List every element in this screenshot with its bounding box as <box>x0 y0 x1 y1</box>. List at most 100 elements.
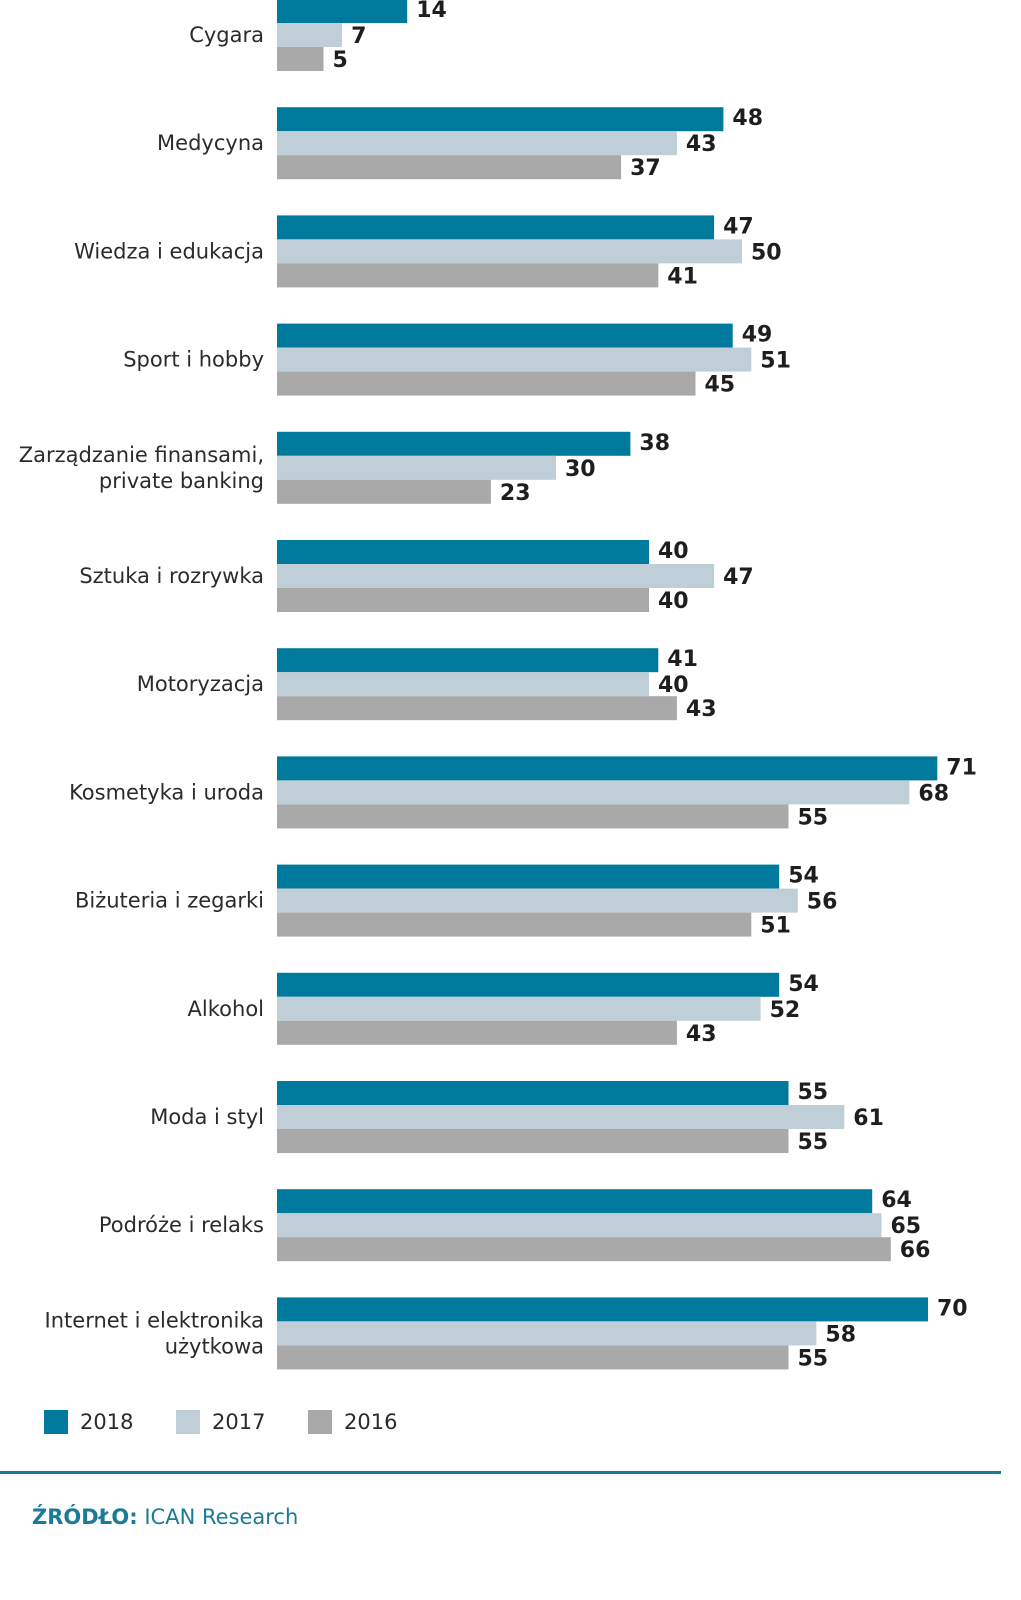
category-label: Biżuteria i zegarki <box>75 889 264 913</box>
bar-2016 <box>277 1237 891 1262</box>
divider-line <box>0 1471 1001 1474</box>
legend-swatch-2017 <box>176 1410 200 1434</box>
bar-2018 <box>277 756 938 781</box>
value-label-2016: 45 <box>705 373 736 398</box>
bar-2018 <box>277 323 733 348</box>
value-label-2016: 43 <box>686 1022 717 1047</box>
value-label-2018: 71 <box>946 755 977 780</box>
bar-2017 <box>277 455 556 480</box>
category-label: Zarządzanie finansami, <box>19 443 264 467</box>
bar-2017 <box>277 1213 882 1238</box>
bar-2017 <box>277 23 343 47</box>
bar-group: Cygara 14 75 <box>189 0 447 73</box>
value-label-2017: 50 <box>751 240 782 265</box>
value-label-2017: 40 <box>658 673 689 698</box>
value-label-2016: 51 <box>760 914 791 939</box>
category-label: Moda i styl <box>150 1105 264 1129</box>
bar-2016 <box>277 912 752 937</box>
legend-item-2018: 2018 <box>44 1410 176 1434</box>
value-label-2017: 61 <box>853 1106 884 1131</box>
legend-label-2017: 2017 <box>212 1410 266 1434</box>
value-label-2018: 47 <box>723 214 754 239</box>
value-label-2017: 7 <box>351 24 366 49</box>
value-label-2017: 51 <box>760 349 791 374</box>
value-label-2018: 64 <box>881 1188 912 1213</box>
bar-2017 <box>277 888 798 913</box>
bar-2016 <box>277 155 622 180</box>
legend-item-2017: 2017 <box>176 1410 308 1434</box>
category-label: użytkowa <box>165 1334 264 1358</box>
bar-group: Zarządzanie finansami,private banking 38 3… <box>19 431 670 506</box>
value-label-2018: 48 <box>732 106 763 131</box>
bar-2017 <box>277 347 752 372</box>
bar-2018 <box>277 972 780 997</box>
bar-2018 <box>277 864 780 889</box>
value-label-2018: 38 <box>639 431 670 456</box>
category-label: Medycyna <box>157 131 264 155</box>
value-label-2016: 5 <box>333 48 348 73</box>
bar-2017 <box>277 131 677 156</box>
bar-2016 <box>277 1345 789 1370</box>
value-label-2018: 70 <box>937 1296 968 1321</box>
value-label-2016: 40 <box>658 589 689 614</box>
source-prefix: ŹRÓDŁO: <box>32 1505 138 1529</box>
bar-2018 <box>277 648 659 673</box>
category-label: Alkohol <box>188 997 264 1021</box>
bar-2018 <box>277 107 724 132</box>
bar-2018 <box>277 540 649 564</box>
value-label-2018: 54 <box>788 864 819 889</box>
category-label: Internet i elektronika <box>45 1308 264 1332</box>
bar-2018 <box>277 1081 789 1105</box>
bar-2018 <box>277 1189 873 1214</box>
value-label-2018: 54 <box>788 972 819 997</box>
bar-2016 <box>277 804 789 829</box>
bar-chart: Cygara 14 75 Medycyna 48 43 37 Wiedza i edukacj… <box>19 0 977 1371</box>
value-label-2016: 55 <box>798 1346 829 1371</box>
category-label: private banking <box>99 469 264 493</box>
bar-2018 <box>277 431 631 456</box>
bar-2017 <box>277 239 742 264</box>
bar-group: Sztuka i rozrywka 40 47 40 <box>79 539 753 614</box>
bar-2016 <box>277 263 659 288</box>
value-label-2017: 56 <box>807 890 838 915</box>
source-text: ICAN Research <box>137 1505 299 1529</box>
value-label-2017: 43 <box>686 132 717 157</box>
category-label: Podróże i relaks <box>99 1213 264 1237</box>
bar-2016 <box>277 696 677 721</box>
legend-swatch-2018 <box>44 1410 68 1434</box>
category-label: Wiedza i edukacja <box>74 239 264 263</box>
legend-label-2018: 2018 <box>80 1410 134 1434</box>
value-label-2017: 65 <box>891 1214 922 1239</box>
category-label: Kosmetyka i uroda <box>69 780 264 804</box>
value-label-2017: 47 <box>723 565 754 590</box>
bar-2017 <box>277 564 715 588</box>
value-label-2016: 41 <box>667 264 698 289</box>
value-label-2016: 55 <box>798 805 829 830</box>
value-label-2017: 52 <box>770 998 801 1023</box>
bar-2017 <box>277 1321 817 1346</box>
value-label-2017: 58 <box>825 1322 856 1347</box>
bar-2018 <box>277 0 408 23</box>
category-label: Motoryzacja <box>137 672 264 696</box>
bar-group: Moda i styl 55 61 55 <box>150 1080 884 1155</box>
value-label-2018: 14 <box>416 0 447 23</box>
bar-group: Medycyna 48 43 37 <box>157 106 763 181</box>
legend-label-2016: 2016 <box>344 1410 398 1434</box>
legend-swatch-2016 <box>308 1410 332 1434</box>
value-label-2016: 55 <box>798 1130 829 1155</box>
value-label-2016: 66 <box>900 1238 931 1263</box>
bar-2016 <box>277 1020 677 1045</box>
value-label-2018: 41 <box>667 647 698 672</box>
value-label-2018: 40 <box>658 539 689 564</box>
bar-2017 <box>277 996 761 1021</box>
value-label-2018: 49 <box>742 323 773 348</box>
category-label: Cygara <box>189 23 264 47</box>
